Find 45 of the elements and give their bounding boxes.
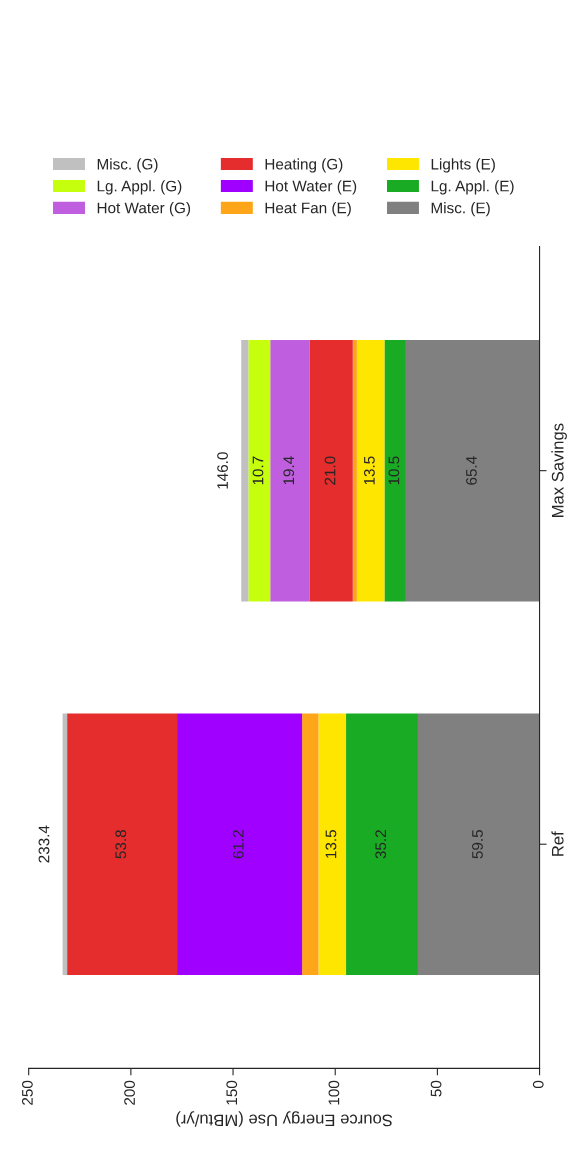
bar — [356, 339, 385, 602]
legend-label: Lg. Appl. (E) — [431, 180, 514, 195]
data-label: 35.2 — [375, 830, 387, 859]
data-label: 61.2 — [232, 830, 244, 859]
x-tick-label: 100 — [328, 1080, 340, 1105]
bar — [318, 713, 347, 975]
bar — [67, 713, 178, 975]
legend-label: Hot Water (E) — [265, 180, 357, 195]
bar — [309, 339, 353, 602]
bar — [270, 339, 310, 602]
legend-label: Misc. (E) — [431, 202, 490, 217]
bar — [241, 339, 249, 602]
x-tick-label: 50 — [430, 1080, 442, 1097]
data-label: 10.5 — [388, 456, 400, 485]
y-tick-label: Ref — [551, 831, 564, 856]
total-label: 233.4 — [38, 825, 50, 863]
legend-label: Heat Fan (E) — [265, 202, 351, 217]
bar — [302, 713, 319, 975]
data-label: 10.7 — [252, 456, 264, 485]
bar — [352, 339, 357, 602]
y-tick-label: Max Savings — [551, 423, 567, 517]
data-label: 53.8 — [115, 830, 127, 859]
bar — [248, 339, 271, 602]
x-tick-label: 200 — [124, 1080, 135, 1105]
x-tick-label: 150 — [226, 1080, 238, 1105]
legend-label: Heating (G) — [265, 158, 343, 173]
legend-label: Hot Water (G) — [97, 202, 191, 217]
legend-label: Lights (E) — [431, 158, 495, 173]
x-axis-title: Source Energy Use (MBtu/yr) — [176, 1111, 393, 1127]
data-label: 59.5 — [472, 829, 483, 859]
data-label: 21.0 — [324, 456, 336, 485]
data-label: 65.4 — [466, 456, 477, 485]
bar — [417, 713, 540, 975]
total-label: 146.0 — [217, 452, 228, 489]
bar — [346, 713, 418, 975]
data-label: 13.5 — [363, 456, 375, 485]
x-tick-label: 250 — [21, 1080, 33, 1105]
x-tick-label: 0 — [532, 1080, 544, 1089]
bar — [405, 339, 540, 602]
bar — [384, 339, 406, 602]
legend-label: Misc. (G) — [97, 158, 158, 173]
bar — [177, 713, 303, 975]
data-label: 13.5 — [325, 829, 337, 858]
data-label: 19.4 — [283, 456, 295, 485]
legend-label: Lg. Appl. (G) — [97, 180, 182, 195]
